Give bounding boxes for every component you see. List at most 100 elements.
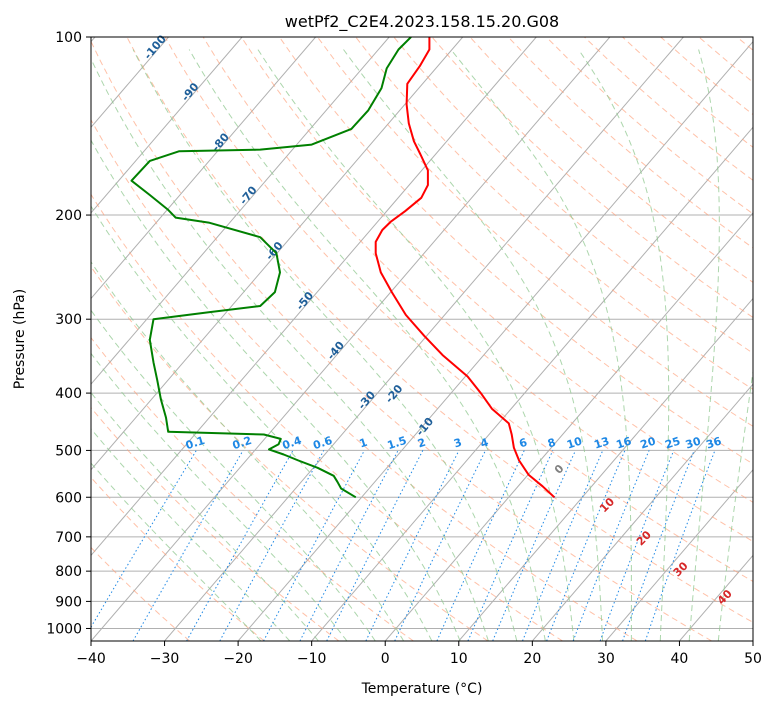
isotherm-line <box>91 37 390 385</box>
moist-adiabat-line <box>450 49 632 641</box>
isotherm-line <box>237 40 753 641</box>
y-tick-label: 200 <box>55 208 82 224</box>
moist-adiabat-line <box>578 49 670 641</box>
x-tick-label: −10 <box>297 651 327 667</box>
moist-adiabat-line <box>132 49 518 641</box>
dry-adiabat-line <box>240 37 753 503</box>
mixing-ratio-label: 1 <box>358 436 369 451</box>
isotherm-line <box>91 37 464 471</box>
data-series <box>130 37 556 499</box>
mixing-ratio-line <box>522 450 604 641</box>
y-tick-label: 100 <box>55 30 82 46</box>
x-tick-label: −20 <box>223 651 253 667</box>
mixing-ratio-label: 4 <box>479 436 491 451</box>
mixing-ratio-line <box>186 450 294 641</box>
mixing-ratio-line <box>572 450 650 641</box>
isotherm-line <box>531 383 753 641</box>
mixing-ratio-label: 16 <box>615 434 634 451</box>
mixing-ratio-label: 2 <box>416 436 427 451</box>
moist-adiabat-line <box>688 49 720 641</box>
mixing-ratio-line <box>644 450 716 641</box>
mixing-ratio-label: 0.4 <box>281 434 304 452</box>
moist-adiabat-line <box>91 205 433 641</box>
dry-adiabat-line <box>91 406 340 641</box>
x-tick-label: 20 <box>523 651 541 667</box>
mixing-ratio-line <box>326 450 424 641</box>
dry-adiabat-line <box>202 37 753 543</box>
moist-adiabat-line <box>91 462 262 641</box>
x-tick-label: 30 <box>597 651 615 667</box>
mixing-ratio-label: 36 <box>705 434 724 451</box>
y-axis-label: Pressure (hPa) <box>12 289 28 389</box>
isotherm-line <box>91 37 611 641</box>
mixing-ratio-label: 8 <box>546 436 557 451</box>
y-tick-label: 1000 <box>46 621 82 637</box>
moist-adiabat-line <box>91 57 489 641</box>
temperature-line <box>374 37 556 499</box>
mixing-ratio-label: 0.1 <box>184 434 207 452</box>
mixing-ratio-label: 1.5 <box>386 434 409 452</box>
mixing-ratio-line <box>622 450 695 641</box>
mixing-ratio-label: 0.6 <box>311 434 334 452</box>
mixing-ratio-label: 0.2 <box>231 434 254 452</box>
mixing-ratio-line <box>546 450 626 641</box>
mixing-ratio-line <box>492 450 576 641</box>
mixing-ratio-line <box>599 450 675 641</box>
moist-adiabat-line <box>91 309 376 641</box>
dewpoint-line <box>130 37 412 499</box>
moist-adiabat-line <box>188 49 546 641</box>
dry-adiabat-line <box>431 37 753 319</box>
moist-adiabat-line <box>91 391 319 641</box>
x-tick-label: 50 <box>744 651 762 667</box>
x-tick-label: −30 <box>150 651 180 667</box>
dry-adiabat-line <box>393 37 753 354</box>
mixing-ratio-label: 10 <box>565 434 584 451</box>
x-tick-label: 0 <box>381 651 390 667</box>
isotherm-line <box>605 468 753 641</box>
background-line-labels: 0.1 0.2 0.4 0.6 1 1.5 2 3 4 6 8 10 13 16 20 25 30 36-100-… <box>141 32 735 607</box>
isotherm-line <box>91 37 243 214</box>
y-axis: 100 200 300 400 500 600 700 800 900 1000 <box>46 30 91 637</box>
moist-adiabat-line <box>717 368 753 641</box>
x-tick-label: 40 <box>671 651 689 667</box>
moist-adiabat-line <box>91 352 348 641</box>
y-tick-label: 800 <box>55 564 82 580</box>
y-tick-label: 500 <box>55 443 82 459</box>
plot-area: 0.1 0.2 0.4 0.6 1 1.5 2 3 4 6 8 10 13 16 20 25 30 36-100-… <box>90 32 754 642</box>
dry-adiabat-line <box>126 37 753 623</box>
y-tick-label: 900 <box>55 594 82 610</box>
y-tick-label: 700 <box>55 530 82 546</box>
dry-adiabat-line <box>164 37 753 583</box>
moist-adiabat-line <box>91 261 405 641</box>
x-tick-label: −40 <box>76 651 106 667</box>
dry-adiabat-line <box>91 546 190 641</box>
x-axis: −40 −30 −20 −10 0 10 20 30 40 50 <box>76 641 762 667</box>
dry-adiabat-line <box>91 336 414 641</box>
plot-frame <box>90 36 754 642</box>
mixing-ratio-label: 30 <box>684 434 703 451</box>
moist-adiabat-line <box>91 428 291 641</box>
dry-adiabat-line <box>469 37 753 284</box>
mixing-ratio-label: 25 <box>663 435 682 452</box>
y-tick-label: 400 <box>55 386 82 402</box>
x-tick-label: 10 <box>450 651 468 667</box>
isotherm-line <box>91 37 537 557</box>
moist-adiabat-line <box>91 139 461 641</box>
mixing-ratio-label: 20 <box>639 434 658 451</box>
mixing-ratio-label: 3 <box>452 436 463 451</box>
dry-adiabat-line <box>91 476 265 641</box>
moist-adiabat-line <box>257 49 575 641</box>
isotherm-line <box>458 297 753 641</box>
y-tick-label: 600 <box>55 490 82 506</box>
isotherm-line <box>384 212 753 641</box>
mixing-ratio-label: 13 <box>592 435 611 452</box>
mixing-ratio-line <box>219 450 325 641</box>
mixing-ratio-line <box>467 450 554 641</box>
chart-title: wetPf2_C2E4.2023.158.15.20.G08 <box>285 12 559 32</box>
isotherm-line <box>164 37 684 641</box>
dry-adiabat-line <box>91 40 712 641</box>
x-axis-label: Temperature (°C) <box>361 681 483 697</box>
dry-adiabat-line <box>355 37 753 390</box>
